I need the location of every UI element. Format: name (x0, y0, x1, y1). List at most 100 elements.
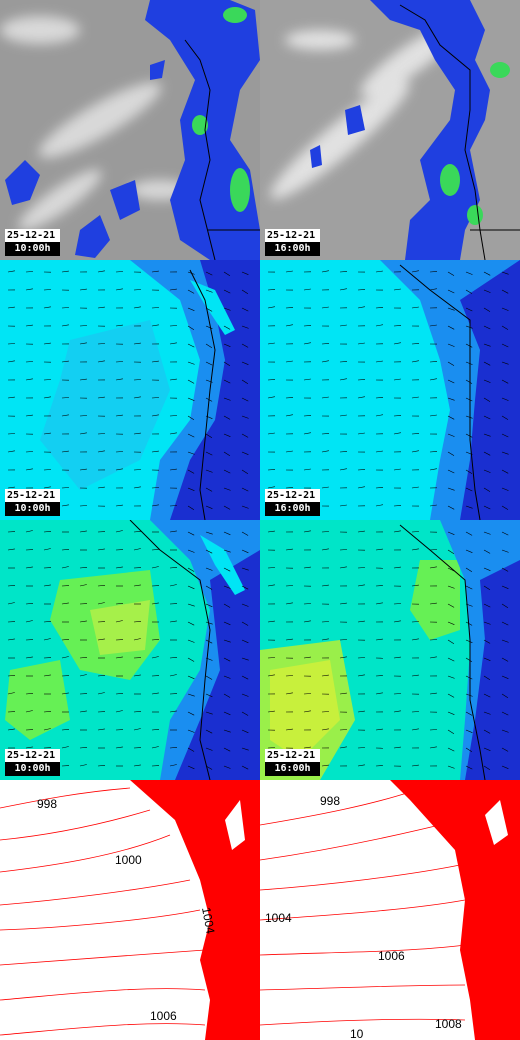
wind-arrow (115, 656, 123, 659)
wind-arrow (447, 531, 455, 535)
wind-arrow (115, 288, 123, 291)
wind-arrow (205, 361, 213, 366)
wind-arrow (267, 530, 275, 533)
wind-arrow (411, 548, 419, 551)
wind-arrow (25, 414, 33, 417)
wind-arrow (79, 620, 87, 623)
wind-arrow (447, 271, 455, 276)
wind-arrow (61, 504, 69, 507)
wind-arrow (97, 486, 105, 489)
date-label: 25-12-21 (265, 489, 320, 502)
wind-arrow (241, 505, 249, 509)
wind-arrow (25, 620, 33, 623)
wind-arrow (285, 397, 294, 399)
wind-arrow (465, 361, 473, 365)
wind-arrow (465, 433, 473, 438)
wind-arrow (411, 270, 419, 273)
wind-arrow (483, 379, 491, 383)
wind-arrow (483, 307, 491, 312)
wind-arrow (61, 692, 69, 695)
isobar-label: 1006 (150, 1009, 177, 1023)
wind-arrow (483, 531, 491, 535)
wind-arrow (321, 306, 329, 309)
wind-arrow (169, 468, 177, 471)
wind-arrow (429, 729, 438, 731)
wind-arrow (465, 505, 473, 509)
wind-arrow (151, 549, 160, 551)
wind-arrow (285, 602, 293, 605)
wind-arrow (61, 729, 70, 731)
wind-arrow (169, 288, 177, 291)
wind-arrow (115, 693, 124, 695)
wind-arrow (133, 379, 142, 381)
wind-arrow (205, 289, 213, 293)
wind-arrow (321, 728, 329, 731)
wind-arrow (241, 469, 249, 474)
wind-arrow (321, 764, 329, 767)
wind-arrow (465, 397, 473, 402)
wind-arrow (97, 602, 105, 605)
wind-arrow (79, 342, 87, 345)
wind-arrow (43, 584, 51, 587)
wind-arrow (447, 451, 455, 456)
wind-arrow (303, 288, 311, 291)
wind-arrow (241, 487, 249, 492)
wind-arrow (151, 360, 159, 363)
wind-arrow (501, 505, 509, 510)
wind-arrow (241, 531, 249, 536)
satellite-map (0, 0, 260, 260)
wind-arrow (97, 433, 106, 435)
wind-arrow (285, 450, 293, 453)
wind-arrow (223, 325, 231, 330)
wind-arrow (339, 746, 347, 749)
wind-arrow (285, 324, 293, 327)
wind-arrow (321, 360, 329, 363)
wind-arrow (79, 325, 88, 327)
wind-arrow (303, 325, 312, 327)
wind-arrow (187, 711, 195, 716)
wind-arrow (79, 468, 87, 471)
wind-arrow (375, 675, 384, 677)
wind-arrow (241, 549, 249, 554)
wind-arrow (501, 765, 509, 769)
wind-arrow (133, 396, 141, 399)
wind-arrow (375, 487, 384, 489)
wind-arrow (61, 656, 69, 659)
wind-arrow (267, 486, 275, 489)
wind-arrow (321, 450, 329, 453)
wind-arrow (447, 657, 455, 662)
wind-arrow (357, 469, 366, 471)
wind-arrow (429, 414, 437, 417)
wind-arrow (483, 621, 491, 625)
wind-arrow (7, 486, 15, 489)
wind-arrow (187, 379, 195, 384)
wind-arrow (43, 469, 52, 471)
wind-arrow (483, 451, 491, 456)
wind-arrow (7, 692, 15, 695)
wind-arrow (61, 639, 70, 641)
wind-arrow (223, 711, 231, 716)
wind-arrow (241, 747, 249, 751)
wind-arrow (241, 765, 249, 770)
wind-arrow (465, 307, 473, 312)
wind-arrow (429, 324, 437, 327)
wind-arrow (79, 432, 87, 435)
wind-arrow (465, 711, 473, 716)
wind-arrow (267, 747, 276, 749)
isobar-label: 10 (350, 1027, 364, 1040)
wind-arrow (321, 270, 329, 273)
wind-arrow (133, 728, 141, 731)
wind-arrow (79, 567, 88, 569)
wind-arrow (115, 378, 123, 381)
wind-arrow (501, 567, 509, 572)
wind-arrow (393, 342, 401, 345)
wind-arrow (241, 343, 249, 348)
wind-arrow (205, 271, 213, 276)
wind-arrow (447, 675, 455, 679)
wind-arrow (241, 567, 249, 571)
wind-arrow (411, 638, 419, 641)
wind-arrow (465, 415, 473, 419)
timestamp: 25-12-21 16:00h (265, 749, 320, 776)
time-label: 16:00h (265, 762, 320, 776)
wind-arrow (187, 567, 195, 572)
